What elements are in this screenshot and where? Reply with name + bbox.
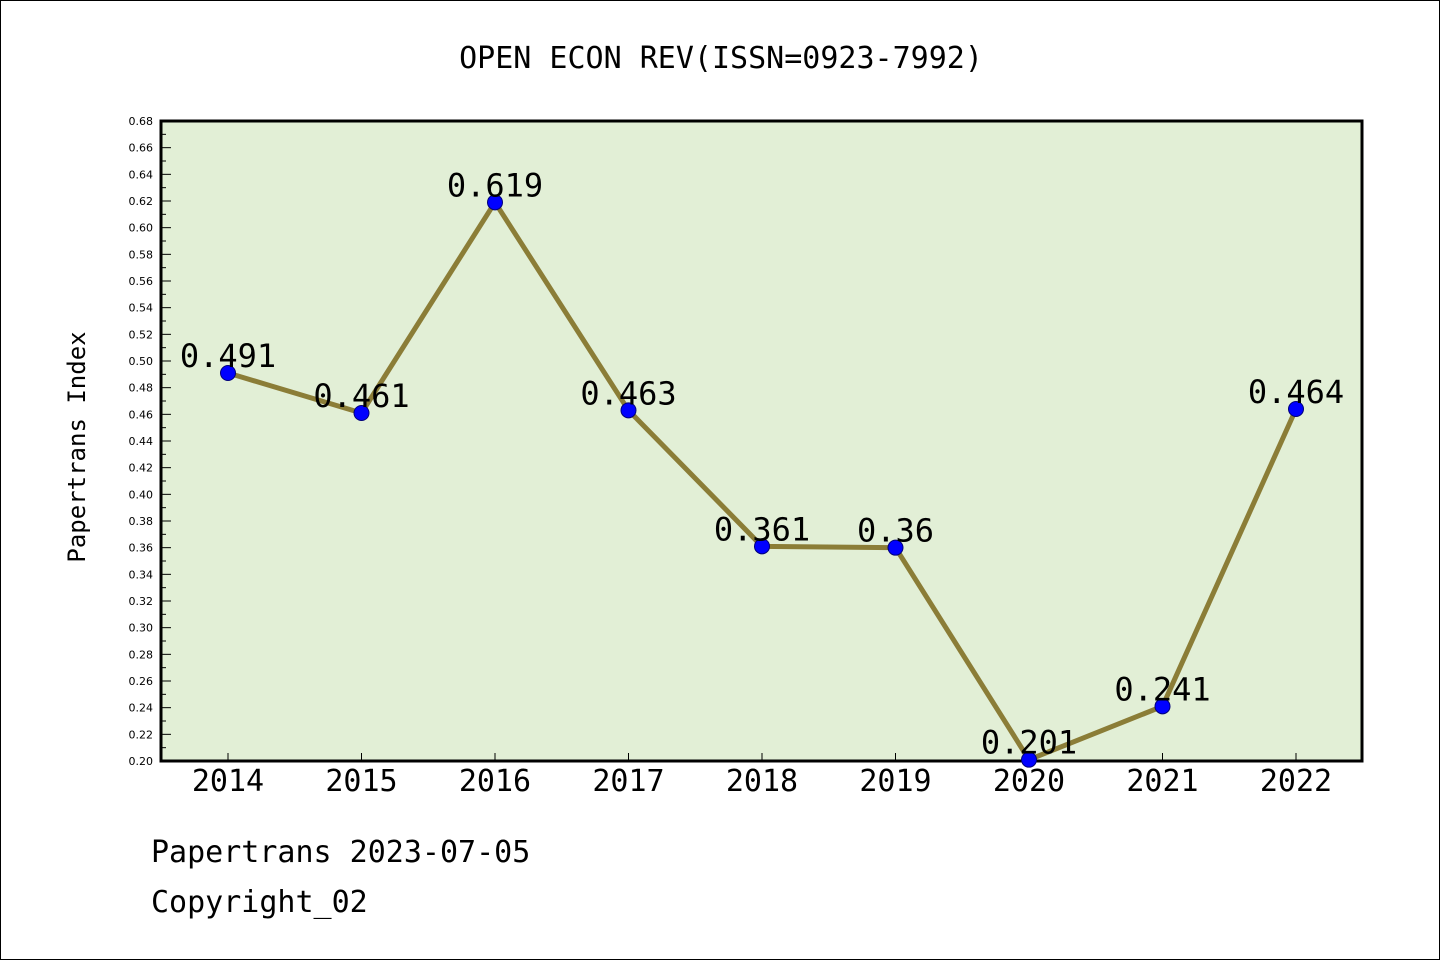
data-label: 0.463: [580, 374, 676, 412]
x-tick-label: 2014: [192, 764, 264, 799]
x-tick-label: 2018: [726, 764, 798, 799]
data-label: 0.201: [981, 724, 1077, 762]
y-tick-label: 0.32: [129, 595, 154, 608]
x-tick-label: 2021: [1126, 764, 1198, 799]
y-tick-label: 0.38: [129, 515, 154, 528]
y-tick-label: 0.60: [129, 222, 154, 235]
x-tick-label: 2022: [1260, 764, 1332, 799]
x-tick-label: 2020: [993, 764, 1065, 799]
y-tick-label: 0.52: [129, 328, 154, 341]
y-tick-label: 0.46: [129, 408, 154, 421]
data-label: 0.464: [1248, 373, 1344, 411]
y-tick-label: 0.36: [129, 542, 154, 555]
y-tick-label: 0.62: [129, 195, 154, 208]
x-axis-ticks: 2014 2015 2016 2017 2018 2019 2020 2021 2022: [192, 753, 1332, 799]
y-tick-label: 0.22: [129, 728, 154, 741]
footer-date-text: Papertrans 2023-07-05: [151, 835, 531, 870]
y-tick-label: 0.34: [129, 568, 154, 581]
y-tick-label: 0.24: [129, 702, 154, 715]
data-point: [1154, 698, 1171, 715]
data-label: 0.241: [1114, 670, 1210, 708]
data-point: [353, 405, 370, 421]
y-tick-label: 0.64: [129, 168, 154, 181]
y-tick-label: 0.26: [129, 675, 154, 688]
y-tick-label: 0.20: [129, 755, 154, 768]
y-axis-ticks: 0.20 0.22 0.24 0.26 0.28 0.30 0.32 0.34 0.36 0.38…: [129, 115, 171, 768]
chart-title: OPEN ECON REV(ISSN=0923-7992): [459, 41, 983, 76]
data-point: [754, 538, 770, 555]
data-label: 0.361: [714, 510, 810, 548]
x-tick-label: 2017: [592, 764, 664, 799]
data-point: [1288, 401, 1304, 417]
x-tick-label: 2016: [459, 764, 531, 799]
y-axis-label: Papertrans Index: [63, 331, 91, 562]
data-point: [487, 194, 503, 211]
x-tick-label: 2015: [325, 764, 397, 799]
data-label: 0.491: [180, 337, 276, 375]
y-tick-label: 0.58: [129, 248, 154, 261]
y-tick-label: 0.42: [129, 462, 154, 475]
y-tick-label: 0.50: [129, 355, 154, 368]
data-label: 0.36: [857, 512, 934, 550]
footer-copyright-text: Copyright_02: [151, 885, 368, 920]
data-point: [1021, 751, 1037, 768]
y-tick-label: 0.68: [129, 115, 154, 128]
y-tick-label: 0.28: [129, 648, 154, 661]
data-label: 0.461: [313, 377, 409, 415]
y-tick-label: 0.44: [129, 435, 154, 448]
y-tick-label: 0.54: [129, 302, 154, 315]
y-tick-label: 0.40: [129, 488, 154, 501]
plot-area: [159, 119, 1364, 763]
data-point: [620, 402, 637, 419]
data-point: [887, 539, 904, 556]
y-tick-label: 0.56: [129, 275, 154, 288]
data-label: 0.619: [447, 166, 543, 204]
x-tick-label: 2019: [859, 764, 931, 799]
series-group: 0.491 0.461 0.619 0.463 0.361 0.36 0.201 0.241 0…: [180, 166, 1344, 768]
y-tick-label: 0.48: [129, 382, 154, 395]
data-point: [220, 365, 236, 381]
y-tick-label: 0.30: [129, 622, 154, 635]
y-tick-label: 0.66: [129, 142, 154, 155]
